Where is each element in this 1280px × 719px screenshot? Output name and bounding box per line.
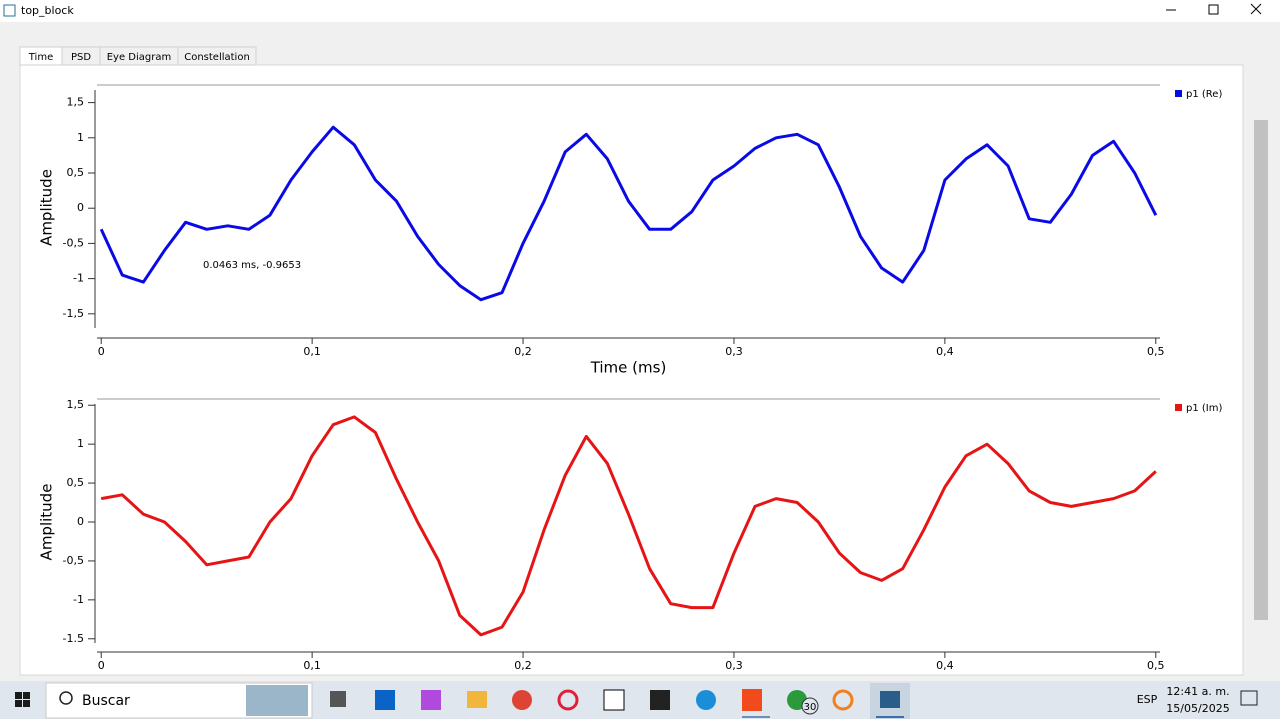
app-notion[interactable] xyxy=(603,689,625,711)
app-orange[interactable] xyxy=(832,689,854,711)
y-tick-label: -1,5 xyxy=(63,307,84,320)
x-axis-label: Time (ms) xyxy=(590,359,667,377)
start-tile xyxy=(23,700,30,707)
x-tick-label: 0 xyxy=(98,659,105,672)
app-m365[interactable] xyxy=(421,690,441,710)
legend-label[interactable]: p1 (Im) xyxy=(1186,403,1222,414)
y-axis-label: Amplitude xyxy=(38,169,56,246)
y-tick-label: -1 xyxy=(73,272,84,285)
x-tick-label: 0,2 xyxy=(514,345,532,358)
y-tick-label: 0,5 xyxy=(67,476,85,489)
y-tick-label: 0 xyxy=(77,515,84,528)
y-tick-label: 0,5 xyxy=(67,166,85,179)
clock-time[interactable]: 12:41 a. m. xyxy=(1166,685,1229,698)
legend-swatch[interactable] xyxy=(1175,90,1182,97)
tab-panel xyxy=(19,64,1244,676)
badge-bg xyxy=(801,697,819,715)
tab-label[interactable]: Eye Diagram xyxy=(107,52,172,63)
taskbar-apps: 30 xyxy=(330,683,910,719)
x-tick-label: 0,3 xyxy=(725,345,743,358)
y-tick-label: -0,5 xyxy=(63,236,84,249)
y-tick-label: 1,5 xyxy=(67,96,85,109)
x-tick-label: 0,3 xyxy=(725,659,743,672)
language[interactable]: ESP xyxy=(1137,693,1158,706)
app-explorer[interactable] xyxy=(467,691,487,708)
y-tick-label: 1,5 xyxy=(67,398,85,411)
close[interactable] xyxy=(1250,3,1262,15)
start-button[interactable] xyxy=(15,692,30,707)
y-axis-label: Amplitude xyxy=(38,484,56,561)
app-brave[interactable] xyxy=(742,689,762,711)
y-tick-label: -0,5 xyxy=(63,554,84,567)
y-tick-label: -1.5 xyxy=(63,632,84,645)
start-tile xyxy=(23,692,30,699)
tab[interactable] xyxy=(177,46,257,66)
window-controls[interactable] xyxy=(1166,3,1262,15)
window-title: top_block xyxy=(21,4,74,17)
x-tick-label: 0,4 xyxy=(936,659,954,672)
search-icon xyxy=(59,691,73,705)
app-task-view[interactable] xyxy=(330,691,346,707)
y-tick-label: 1 xyxy=(77,131,84,144)
scrollbar-thumb[interactable] xyxy=(1254,120,1268,620)
running-indicator xyxy=(742,716,770,718)
x-tick-label: 0,1 xyxy=(303,659,321,672)
badge: 30 xyxy=(804,702,817,713)
y-tick-label: 1 xyxy=(77,437,84,450)
tab-label[interactable]: Constellation xyxy=(184,52,250,63)
search-highlight xyxy=(246,685,308,716)
start-tile xyxy=(15,692,22,699)
legend-label[interactable]: p1 (Re) xyxy=(1186,89,1222,100)
app-edge[interactable] xyxy=(696,690,716,710)
app-icon xyxy=(3,4,16,17)
x-tick-label: 0 xyxy=(98,345,105,358)
start-tile xyxy=(15,700,22,707)
tab-label[interactable]: Time xyxy=(28,52,53,63)
series-line xyxy=(99,125,1158,302)
x-tick-label: 0,4 xyxy=(936,345,954,358)
x-tick-label: 0,5 xyxy=(1147,659,1165,672)
app-chrome[interactable] xyxy=(512,690,532,710)
clock-date[interactable]: 15/05/2025 xyxy=(1166,702,1229,715)
marker-readout: 0.0463 ms, -0.9653 xyxy=(203,260,301,271)
series-line xyxy=(100,415,1157,637)
notifications[interactable] xyxy=(1240,690,1258,706)
y-tick-label: -1 xyxy=(73,593,84,606)
app-gnuradio[interactable] xyxy=(880,691,900,708)
search-text: Buscar xyxy=(82,693,130,709)
x-tick-label: 0,5 xyxy=(1147,345,1165,358)
app-calendar[interactable] xyxy=(650,690,670,710)
tab-label[interactable]: PSD xyxy=(71,52,91,63)
y-tick-label: 0 xyxy=(77,201,84,214)
title-bar xyxy=(0,0,1280,22)
app-opera[interactable] xyxy=(557,689,579,711)
app-outlook[interactable] xyxy=(375,690,395,710)
restore[interactable] xyxy=(1208,4,1219,15)
legend-swatch[interactable] xyxy=(1175,404,1182,411)
x-tick-label: 0,2 xyxy=(514,659,532,672)
x-tick-label: 0,1 xyxy=(303,345,321,358)
running-indicator xyxy=(876,716,904,718)
